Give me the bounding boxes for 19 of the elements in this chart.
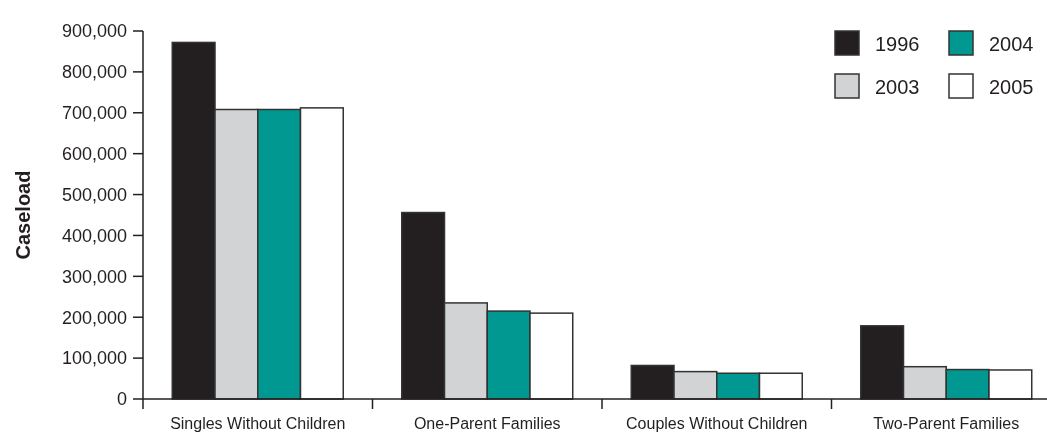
- y-tick-label: 400,000: [61, 225, 127, 246]
- x-tick-label: Singles Without Children: [170, 415, 346, 432]
- y-axis-title: Caseload: [12, 170, 34, 260]
- y-tick-label: 300,000: [61, 266, 127, 287]
- legend-label: 2004: [989, 33, 1034, 55]
- y-tick-label: 100,000: [61, 348, 127, 369]
- y-tick-label: 500,000: [61, 184, 127, 205]
- y-tick-label: 800,000: [61, 62, 127, 83]
- y-tick-label: 700,000: [61, 103, 127, 124]
- y-tick-label: 0: [116, 389, 127, 410]
- legend-label: 2005: [989, 76, 1034, 98]
- legend-label: 2003: [875, 76, 920, 98]
- legend-label: 1996: [875, 33, 920, 55]
- x-tick-label: One-Parent Families: [413, 415, 561, 432]
- y-tick-label: 200,000: [61, 307, 127, 328]
- y-tick-label: 600,000: [61, 143, 127, 164]
- x-tick-label: Two-Parent Families: [873, 415, 1020, 432]
- y-tick-label: 900,000: [61, 21, 127, 42]
- x-tick-label: Couples Without Children: [626, 415, 808, 432]
